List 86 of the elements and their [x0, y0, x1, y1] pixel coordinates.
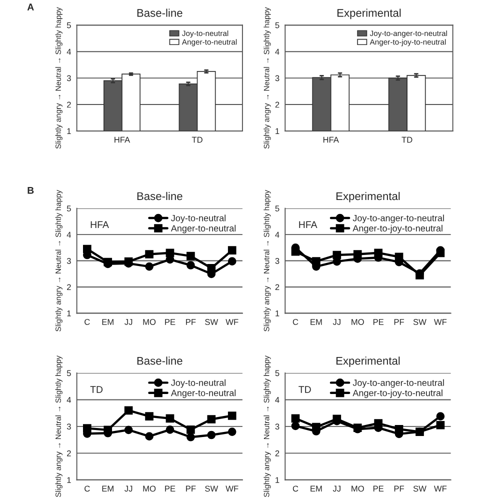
- annotation: HFA: [299, 221, 318, 228]
- y-tick-label: 2: [67, 450, 71, 456]
- legend-label: Anger-to-neutral: [170, 224, 236, 234]
- y-tick-label: 3: [275, 258, 280, 264]
- y-tick-label: 5: [275, 370, 280, 376]
- y-tick-label: 4: [66, 232, 72, 238]
- y-tick-label: 3: [275, 424, 280, 430]
- x-tick-label: SW: [413, 486, 426, 492]
- x-tick-label: WF: [226, 486, 238, 492]
- y-tick-label: 4: [66, 397, 72, 403]
- x-tick-label: PF: [394, 486, 404, 492]
- x-tick-label: PF: [394, 319, 404, 325]
- y-tick-label: 4: [275, 48, 280, 55]
- y-tick-label: 1: [67, 477, 71, 483]
- y-tick-label: 5: [66, 370, 71, 376]
- x-tick-label: HFA: [114, 136, 130, 143]
- legend-label: Joy-to-anger-to-neutral: [352, 379, 444, 388]
- y-tick-label: 5: [66, 22, 71, 28]
- y-tick-label: 1: [67, 128, 71, 134]
- x-tick-label: JJ: [332, 486, 340, 492]
- x-tick-label: MO: [352, 486, 364, 492]
- x-tick-label: C: [84, 319, 90, 325]
- x-tick-label: TD: [192, 136, 202, 143]
- y-tick-label: 1: [276, 128, 280, 134]
- text: A: [27, 4, 34, 10]
- legend-label: Joy-to-anger-to-neutral: [352, 214, 444, 224]
- legend-label: Anger-to-neutral: [170, 390, 236, 398]
- y-tick-label: 1: [276, 310, 280, 316]
- x-tick-label: EM: [310, 319, 322, 325]
- legend-label: Anger-to-joy-to-neutral: [352, 224, 442, 234]
- legend-label: Joy-to-neutral: [171, 214, 226, 224]
- y-tick-label: 5: [275, 206, 280, 212]
- y-tick-label: 2: [275, 450, 280, 456]
- chart-title: Base-line: [137, 8, 182, 17]
- legend-label: Anger-to-joy-to-neutral: [352, 390, 442, 398]
- x-tick-label: PE: [373, 486, 384, 492]
- annotation: TD: [90, 386, 103, 393]
- x-tick-label: C: [292, 319, 298, 325]
- x-tick-label: JJ: [124, 319, 132, 325]
- x-tick-label: SW: [205, 319, 218, 325]
- x-tick-label: EM: [102, 486, 114, 492]
- x-tick-label: PF: [186, 319, 196, 325]
- chart-title: Experimental: [336, 356, 400, 367]
- y-tick-label: 2: [67, 102, 71, 108]
- x-tick-label: PE: [165, 319, 176, 325]
- y-tick-label: 3: [275, 75, 280, 82]
- x-tick-label: EM: [102, 319, 114, 325]
- legend-label: Joy-to-neutral: [171, 379, 226, 388]
- x-tick-label: C: [84, 486, 90, 492]
- y-tick-label: 3: [66, 424, 71, 430]
- chart-title: Base-line: [137, 192, 182, 200]
- x-tick-label: JJ: [124, 486, 132, 492]
- annotation: TD: [298, 386, 311, 393]
- text: B: [28, 187, 34, 194]
- chart-title: Experimental: [337, 8, 401, 20]
- x-tick-label: PE: [165, 486, 176, 492]
- x-tick-label: MO: [143, 486, 156, 492]
- y-tick-label: 5: [275, 22, 280, 28]
- x-tick-label: WF: [226, 319, 238, 325]
- x-tick-label: MO: [352, 319, 364, 325]
- x-tick-label: JJ: [332, 319, 340, 325]
- x-tick-label: PE: [373, 319, 384, 325]
- y-tick-label: 3: [66, 75, 71, 82]
- y-tick-label: 2: [275, 102, 280, 108]
- x-tick-label: EM: [310, 486, 322, 492]
- y-tick-label: 1: [276, 477, 280, 483]
- x-tick-label: WF: [434, 319, 447, 325]
- x-tick-label: HFA: [323, 136, 339, 143]
- y-tick-label: 2: [275, 284, 280, 290]
- x-tick-label: TD: [402, 136, 412, 143]
- x-tick-label: MO: [143, 319, 156, 325]
- annotation: HFA: [90, 221, 109, 228]
- y-tick-label: 4: [275, 397, 280, 403]
- x-tick-label: SW: [413, 319, 426, 325]
- y-tick-label: 2: [67, 284, 71, 290]
- chart-title: Experimental: [336, 192, 400, 202]
- x-tick-label: WF: [434, 486, 447, 492]
- x-tick-label: SW: [205, 486, 218, 492]
- y-tick-label: 1: [67, 310, 71, 316]
- x-tick-label: C: [292, 486, 298, 492]
- x-tick-label: PF: [186, 486, 196, 492]
- y-tick-label: 4: [275, 232, 280, 238]
- chart-title: Base-line: [137, 356, 182, 365]
- y-tick-label: 5: [66, 206, 71, 212]
- y-tick-label: 4: [66, 48, 72, 55]
- y-tick-label: 3: [66, 258, 71, 264]
